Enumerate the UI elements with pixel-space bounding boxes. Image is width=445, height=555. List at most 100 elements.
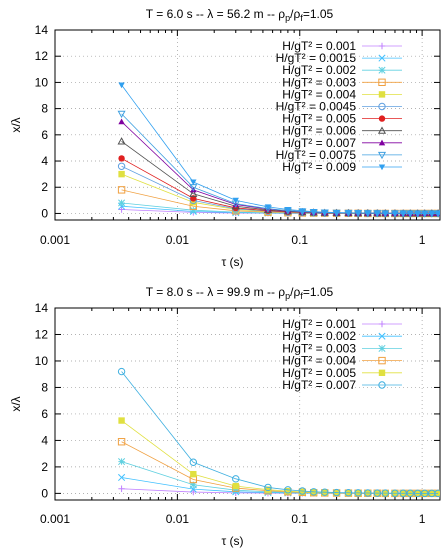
series-line [121,371,439,494]
data-point [406,489,414,497]
data-point [117,367,126,376]
data-point [414,210,421,217]
legend-label: H/gT² = 0.004 [282,354,356,368]
data-point [117,162,126,170]
data-point [264,486,272,493]
data-point [381,489,389,497]
data-point [321,209,328,216]
chart-title-post: =1.05 [303,285,334,299]
legend-marker [378,66,386,74]
series-6 [117,367,440,498]
data-point [117,438,126,446]
legend-label: H/gT² = 0.0075 [276,148,357,162]
series-line [121,113,439,214]
x-tick-label: 0.1 [291,233,308,247]
data-point [118,485,125,492]
y-tick-label: 0 [41,486,48,500]
legend-marker [378,320,386,328]
series-line [121,165,439,214]
data-point [189,458,198,466]
legend-label: H/gT² = 0.001 [282,39,356,53]
data-point [354,210,362,217]
data-point [332,488,341,497]
y-tick-label: 14 [35,301,49,315]
data-point [284,486,292,494]
plot-frame [54,307,441,501]
data-point [117,137,126,145]
data-point [190,199,197,206]
data-point [118,155,125,162]
data-point [321,489,328,496]
data-point [310,209,317,215]
legend-label: H/gT² = 0.006 [282,124,356,138]
legend-marker [378,356,386,365]
series-line [121,441,439,494]
data-point [434,489,440,498]
data-point [232,197,239,204]
y-tick-label: 2 [41,180,48,194]
data-point [399,210,407,217]
data-point [299,208,306,215]
series-11 [118,82,440,217]
data-point [382,210,389,217]
y-tick-label: 6 [41,128,48,142]
y-tick-label: 12 [35,327,49,341]
data-point [298,487,307,495]
data-point [299,488,306,496]
chart-title-post: =1.05 [303,7,334,21]
y-tick-label: 8 [41,102,48,116]
data-point [284,206,292,213]
legend-label: H/gT² = 0.003 [282,75,356,89]
legend-marker [378,54,386,62]
chart-title-pre: T = 6.0 s -- λ = 56.2 m -- ρ [146,7,285,21]
legend-label: H/gT² = 0.004 [282,87,356,101]
data-point [373,489,381,497]
data-point [310,489,317,496]
data-point [364,489,372,497]
plot-area [117,82,440,218]
chart-title-sub2: f [300,291,303,301]
legend-marker [378,115,386,122]
data-point [118,118,125,125]
legend-label: H/gT² = 0.005 [282,112,356,126]
legend-label: H/gT² = 0.001 [282,317,356,331]
chart-title-mid: /ρ [290,7,300,21]
series-line [121,121,439,214]
legend-marker [377,151,387,160]
legend-marker [378,164,386,171]
legend-label: H/gT² = 0.003 [282,341,356,355]
y-axis-label: x/λ [9,117,23,132]
legend-marker [378,91,386,98]
legend-marker [378,369,386,376]
data-point [364,210,372,217]
chart-title-sub1: p [285,291,290,301]
data-point [118,458,126,466]
data-point [118,206,125,213]
chart-title-mid: /ρ [290,285,300,299]
legend-label: H/gT² = 0.0015 [276,51,357,65]
data-point [190,470,197,478]
plot-frame [54,29,441,221]
y-axis-label: x/λ [9,396,23,411]
chart-title: T = 8.0 s -- λ = 99.9 m -- ρp/ρf=1.05 [146,285,334,301]
chart-panel-1: T = 6.0 s -- λ = 56.2 m -- ρp/ρf=1.05 0.0… [9,7,441,269]
data-point [428,210,436,217]
data-point [118,82,125,89]
legend-marker [378,139,386,146]
x-tick-label: 1 [419,233,426,247]
data-point [391,489,399,497]
data-point [264,204,272,211]
legend-marker [378,381,386,389]
data-point [232,201,239,208]
data-point [391,210,399,217]
data-point [232,475,240,483]
x-axis-label: τ (s) [221,255,243,269]
series-4 [117,438,440,498]
data-point [264,483,272,492]
y-tick-label: 8 [41,380,48,394]
legend-label: H/gT² = 0.009 [282,160,356,174]
x-tick-label: 0.1 [291,512,308,526]
